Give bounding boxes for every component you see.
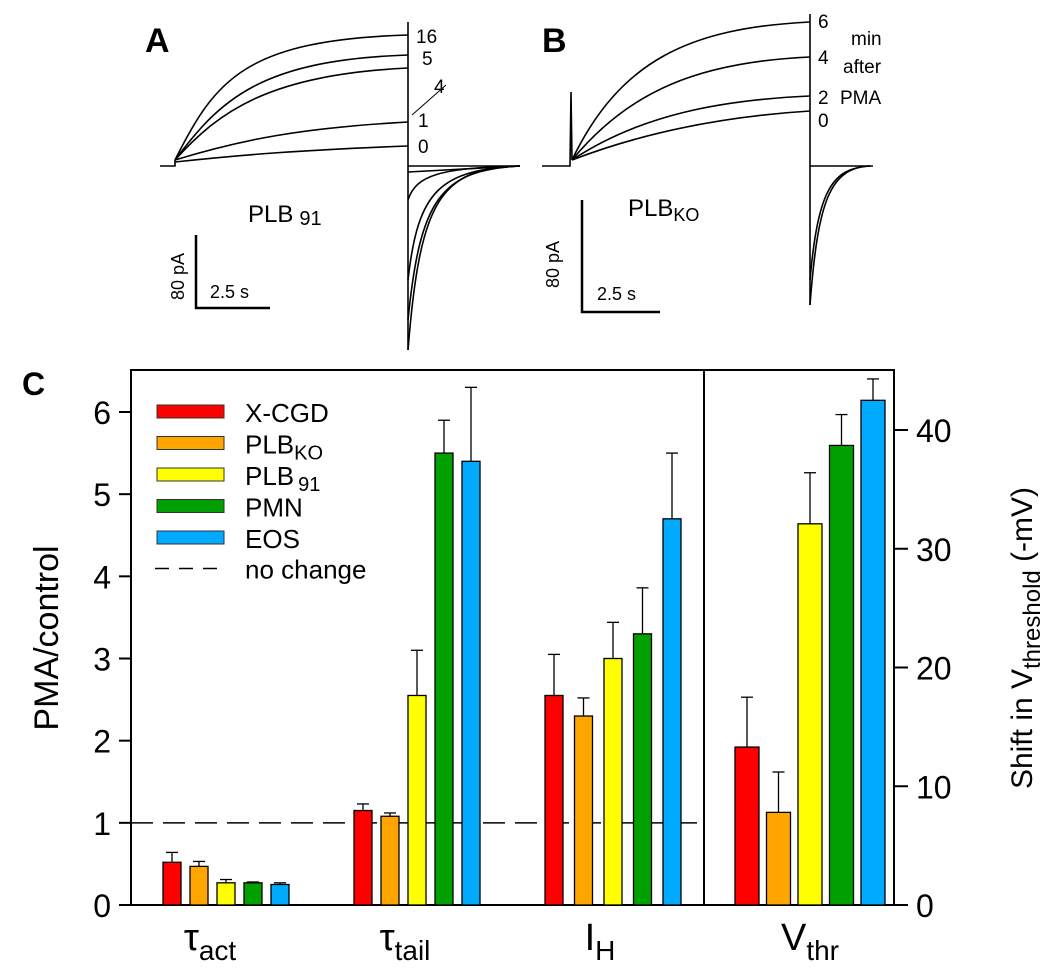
bar-pmn (434, 452, 454, 906)
tail-4 (407, 165, 521, 281)
bar-plbko (573, 715, 594, 906)
tail-16 (407, 165, 521, 351)
label-pointer (411, 84, 447, 116)
bar-x-cgd (734, 746, 760, 906)
bar-eos (860, 399, 886, 906)
trace-5 (174, 54, 409, 161)
legend-label: no change (245, 555, 366, 585)
trace-16 (174, 34, 409, 161)
y-tick-label: 4 (93, 559, 111, 595)
scale-bar-a (194, 235, 270, 310)
tail-0 (407, 165, 521, 173)
y2-tick-label: 10 (916, 769, 952, 805)
bar-pmn (632, 633, 653, 906)
y-axis-label: PMA/control (28, 545, 66, 730)
panel-b-traces (542, 14, 873, 314)
bar-pmn (243, 882, 263, 906)
y-tick-label: 2 (93, 724, 111, 760)
bar-x-cgd (162, 861, 182, 906)
panel-a-scale-x: 2.5 s (210, 282, 249, 302)
legend-label: PMN (245, 493, 303, 523)
bar-x-cgd (544, 694, 564, 906)
trace-0 (174, 145, 409, 163)
panel-b-trace-labels: 6 4 2 0 min after PMA (818, 12, 882, 132)
y2-axis-label: Shift in Vthreshold (-mV) (1006, 487, 1046, 789)
y2-tick-label: 20 (916, 651, 952, 687)
note-text: min (851, 29, 882, 50)
trace-2 (571, 95, 811, 161)
trace-6 (571, 21, 811, 161)
trace-label: 0 (418, 137, 429, 158)
bar-eos (662, 518, 682, 906)
legend-swatch (156, 499, 225, 513)
panel-a-cell-label: PLB 91 (248, 201, 322, 230)
panel-b-cell-label: PLBKO (628, 195, 699, 225)
legend-swatch (156, 404, 225, 419)
tail-5 (407, 165, 521, 321)
trace-label: 16 (416, 27, 437, 48)
trace-baseline (160, 160, 176, 167)
panel-a-traces (160, 22, 521, 351)
note-text: PMA (840, 88, 882, 109)
x-tick-label: Vthr (781, 917, 839, 966)
panel-a-scale-y: 80 pA (168, 253, 188, 300)
trace-4 (571, 56, 811, 161)
bar-eos (461, 460, 481, 906)
panel-a-label: A (145, 22, 170, 60)
bar-plbko (380, 815, 400, 906)
y-tick-label: 0 (93, 888, 111, 924)
panel-b-scale-y: 80 pA (543, 241, 563, 288)
bar-plbko (189, 865, 209, 906)
scale-bar-b (580, 200, 660, 314)
y2-tick-label: 0 (916, 888, 934, 924)
bar-x-cgd (353, 809, 373, 906)
bar-plb91 (797, 523, 823, 906)
panel-c-label: C (22, 366, 45, 402)
tail (809, 165, 871, 306)
panel-b-scale-x: 2.5 s (597, 284, 636, 304)
legend-swatch (156, 436, 225, 450)
y2-tick-label: 30 (916, 532, 952, 568)
x-tick-label: τact (184, 917, 237, 966)
trace-spike (542, 91, 573, 167)
legend-label: X-CGD (245, 398, 329, 428)
trace-label: 4 (434, 77, 445, 98)
panel-b-label: B (542, 22, 567, 60)
trace-label: 0 (818, 111, 829, 132)
panel-a-trace-labels: 16 5 4 1 0 (416, 27, 445, 158)
trace-1 (174, 121, 409, 161)
bar-plb91 (603, 657, 623, 906)
y2-tick-label: 40 (916, 413, 952, 449)
y-tick-label: 3 (93, 642, 111, 678)
bar-plb91 (407, 694, 427, 906)
bar-chart: 0 1 2 3 4 5 6 0 10 20 30 40 τact τtail IH Vthr X-CGDPLBK… (93, 369, 952, 966)
trace-label: 6 (818, 12, 829, 33)
trace-0 (571, 110, 811, 161)
trace-label: 2 (818, 88, 829, 109)
trace-label: 5 (422, 49, 433, 70)
plot-frame (130, 369, 895, 906)
bar-plb91 (216, 882, 236, 906)
bar-eos (270, 883, 290, 906)
note-text: after (843, 57, 882, 78)
legend-swatch (156, 467, 225, 482)
legend-label: PLB 91 (245, 461, 320, 496)
trace-label: 4 (818, 48, 829, 69)
trace-label: 1 (418, 111, 429, 132)
bar-plbko (765, 811, 792, 906)
bar-pmn (828, 444, 855, 906)
x-tick-label: IH (585, 917, 616, 966)
trace-4 (174, 67, 409, 161)
legend-label: EOS (245, 524, 300, 554)
y-tick-label: 6 (93, 395, 111, 431)
y-tick-label: 5 (93, 477, 111, 513)
legend-swatch (156, 530, 225, 545)
x-tick-label: τtail (380, 917, 431, 966)
legend-label: PLBKO (245, 430, 323, 465)
y-tick-label: 1 (93, 806, 111, 842)
